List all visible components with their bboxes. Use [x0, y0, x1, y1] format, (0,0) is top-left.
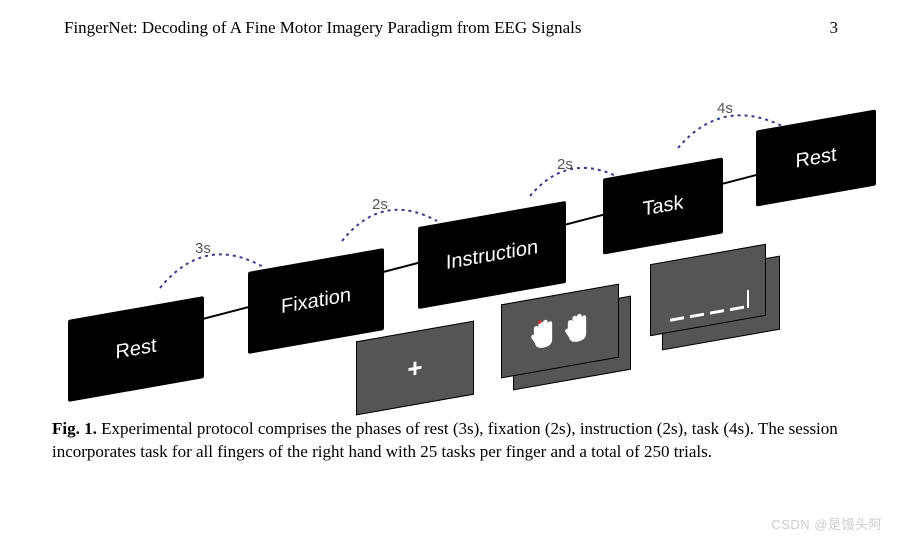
- page-number: 3: [830, 18, 839, 38]
- duration-label-2s-a: 2s: [372, 196, 388, 213]
- phase-label: Fixation: [281, 283, 351, 318]
- watermark: CSDN @是馒头阿: [771, 514, 882, 533]
- figure-1-diagram: Rest 3s Fixation + 2s Instruction 2s Tas…: [0, 48, 902, 418]
- fixation-cross-icon: +: [407, 351, 422, 385]
- duration-label-3s: 3s: [195, 240, 211, 257]
- bracket-line: [747, 290, 749, 308]
- page-header: FingerNet: Decoding of A Fine Motor Imag…: [0, 0, 902, 38]
- caption-text: Experimental protocol comprises the phas…: [52, 419, 838, 461]
- caption-label: Fig. 1.: [52, 419, 97, 438]
- dash-2: [690, 313, 704, 318]
- hand-left-icon: [529, 316, 557, 353]
- dash-3: [710, 309, 724, 314]
- figure-caption: Fig. 1. Experimental protocol comprises …: [0, 418, 902, 464]
- dash-1: [670, 316, 684, 321]
- duration-label-4s: 4s: [717, 100, 733, 117]
- hand-right-icon: [563, 310, 591, 347]
- phase-label: Instruction: [446, 235, 538, 274]
- dash-4: [730, 306, 744, 311]
- phase-label: Task: [642, 191, 683, 221]
- phase-label: Rest: [795, 143, 836, 173]
- duration-label-2s-b: 2s: [557, 156, 573, 173]
- phase-label: Rest: [115, 334, 156, 364]
- running-title: FingerNet: Decoding of A Fine Motor Imag…: [64, 18, 581, 38]
